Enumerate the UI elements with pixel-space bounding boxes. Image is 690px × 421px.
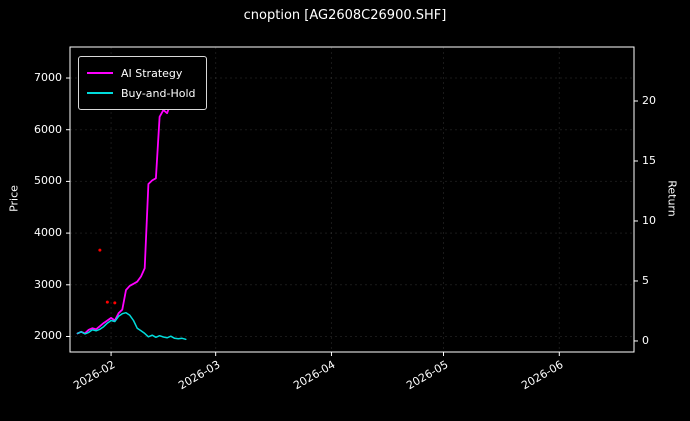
price-tick-label: 5000: [34, 174, 62, 188]
return-tick-label: 10: [642, 213, 656, 227]
signal-dot: [98, 248, 102, 252]
price-tick-label: 6000: [34, 122, 62, 136]
plot-border: [69, 46, 635, 353]
y-axis-label-left: Price: [7, 185, 21, 212]
series-line-ai-strategy: [76, 74, 187, 335]
price-tick-label: 7000: [34, 71, 62, 85]
price-tick-label: 2000: [34, 329, 62, 343]
return-tick-label: 20: [642, 93, 656, 107]
legend-label: Buy-and-Hold: [121, 86, 196, 100]
price-tick-label: 4000: [34, 226, 62, 240]
legend-entry-ai-strategy: AI Strategy: [87, 63, 196, 83]
legend: AI Strategy Buy-and-Hold: [78, 56, 207, 110]
return-tick-label: 15: [642, 153, 656, 167]
signal-dot: [105, 300, 109, 304]
legend-entry-buy-and-hold: Buy-and-Hold: [87, 83, 196, 103]
return-tick-label: 5: [642, 273, 649, 287]
series-line-buy-and-hold: [76, 311, 187, 341]
return-tick-label: 0: [642, 333, 649, 347]
price-tick-label: 3000: [34, 277, 62, 291]
chart-title: cnoption [AG2608C26900.SHF]: [243, 8, 447, 23]
signal-dot: [113, 301, 117, 305]
legend-label: AI Strategy: [121, 66, 183, 80]
ai-strategy-line-swatch: [87, 72, 113, 74]
buy-and-hold-line-swatch: [87, 92, 113, 94]
